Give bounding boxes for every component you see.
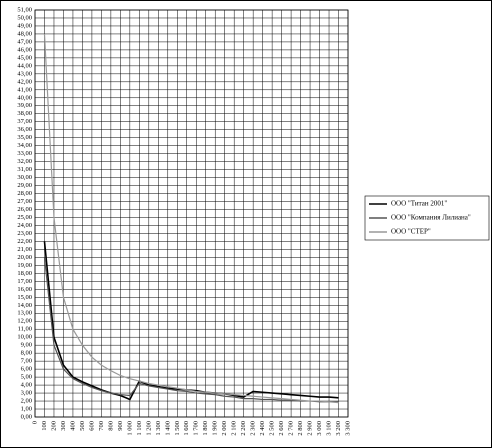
x-tick-label: 3 100: [326, 421, 333, 436]
x-tick-label: 2 200: [240, 421, 247, 436]
x-tick-label: 2 500: [269, 421, 276, 436]
x-tick-label: 2 800: [297, 421, 304, 436]
y-tick-label: 30,00: [17, 174, 32, 181]
x-tick-label: 1 700: [193, 421, 200, 436]
y-tick-label: 47,00: [17, 38, 32, 45]
y-tick-label: 25,00: [17, 214, 32, 221]
x-tick-label: 700: [98, 421, 105, 431]
y-tick-label: 1,00: [21, 406, 32, 413]
y-tick-label: 44,00: [17, 62, 32, 69]
y-tick-label: 22,00: [17, 238, 32, 245]
y-tick-label: 36,00: [17, 126, 32, 133]
x-tick-label: 3 000: [316, 421, 323, 436]
y-tick-label: 12,00: [17, 318, 32, 325]
y-tick-label: 3,00: [21, 390, 32, 397]
y-tick-label: 49,00: [17, 22, 32, 29]
y-tick-label: 41,00: [17, 86, 32, 93]
y-tick-label: 37,00: [17, 118, 32, 125]
y-tick-label: 34,00: [17, 142, 32, 149]
y-tick-label: 9,00: [21, 342, 32, 349]
y-tick-label: 18,00: [17, 270, 32, 277]
x-tick-label: 100: [41, 421, 48, 431]
y-tick-label: 15,00: [17, 294, 32, 301]
y-tick-label: 51,00: [17, 6, 32, 13]
legend: ООО "Титан 2001" ООО "Компания Лилиана" ОО…: [364, 195, 490, 241]
x-tick-label: 2 300: [250, 421, 257, 436]
y-tick-label: 6,00: [21, 366, 32, 373]
x-tick-label: 0: [31, 421, 38, 424]
y-tick-label: 21,00: [17, 246, 32, 253]
x-tick-label: 1 000: [126, 421, 133, 436]
y-tick-label: 13,00: [17, 310, 32, 317]
x-tick-label: 300: [60, 421, 67, 431]
y-tick-label: 20,00: [17, 254, 32, 261]
y-tick-label: 40,00: [17, 94, 32, 101]
x-tick-label: 1 500: [174, 421, 181, 436]
plot-area: [34, 9, 349, 418]
y-tick-label: 10,00: [17, 334, 32, 341]
lines: [43, 33, 339, 404]
y-tick-label: 11,00: [18, 326, 32, 333]
y-tick-label: 50,00: [17, 14, 32, 21]
x-tick-label: 2 900: [307, 421, 314, 436]
y-tick-label: 27,00: [17, 198, 32, 205]
legend-label: ООО "Титан 2001": [391, 200, 447, 208]
x-tick-label: 2 700: [288, 421, 295, 436]
y-tick-label: 31,00: [17, 166, 32, 173]
y-tick-label: 48,00: [17, 30, 32, 37]
y-tick-label: 0,00: [21, 413, 32, 420]
x-tick-label: 200: [50, 421, 57, 431]
y-tick-label: 17,00: [17, 278, 32, 285]
y-tick-label: 35,00: [17, 134, 32, 141]
x-tick-label: 1 400: [164, 421, 171, 436]
x-tick-label: 2 600: [278, 421, 285, 436]
x-tick-label: 1 800: [202, 421, 209, 436]
y-tick-label: 7,00: [21, 358, 32, 365]
y-tick-label: 32,00: [17, 158, 32, 165]
y-tick-label: 24,00: [17, 222, 32, 229]
y-tick-label: 38,00: [17, 110, 32, 117]
x-tick-label: 800: [107, 421, 114, 431]
x-tick-label: 400: [69, 421, 76, 431]
y-tick-label: 42,00: [17, 78, 32, 85]
y-tick-label: 26,00: [17, 206, 32, 213]
x-tick-label: 1 600: [183, 421, 190, 436]
x-tick-label: 2 400: [259, 421, 266, 436]
x-tick-label: 1 200: [145, 421, 152, 436]
x-tick-label: 500: [79, 421, 86, 431]
y-tick-label: 29,00: [17, 182, 32, 189]
y-tick-label: 5,00: [21, 374, 32, 381]
y-tick-label: 2,00: [21, 398, 32, 405]
y-tick-label: 46,00: [17, 46, 32, 53]
x-tick-label: 1 300: [155, 421, 162, 436]
grid: 0,001,002,003,004,005,006,007,008,009,00…: [17, 6, 351, 435]
x-tick-label: 1 100: [136, 421, 143, 436]
legend-label: ООО "СТЕР": [391, 228, 431, 236]
x-tick-label: 2 000: [221, 421, 228, 436]
y-tick-label: 43,00: [17, 70, 32, 77]
legend-label: ООО "Компания Лилиана": [391, 214, 471, 222]
y-tick-label: 14,00: [17, 302, 32, 309]
x-tick-label: 2 100: [231, 421, 238, 436]
series-line: [43, 257, 339, 403]
x-tick-label: 600: [88, 421, 95, 431]
x-tick-label: 3 300: [344, 421, 351, 436]
y-tick-label: 23,00: [17, 230, 32, 237]
y-tick-label: 19,00: [17, 262, 32, 269]
x-tick-label: 1 900: [212, 421, 219, 436]
y-tick-label: 45,00: [17, 54, 32, 61]
series-line: [43, 33, 339, 404]
y-tick-label: 16,00: [17, 286, 32, 293]
y-tick-label: 33,00: [17, 150, 32, 157]
y-tick-label: 28,00: [17, 190, 32, 197]
x-tick-label: 3 200: [335, 421, 342, 436]
y-tick-label: 39,00: [17, 102, 32, 109]
x-tick-label: 900: [117, 421, 124, 431]
y-tick-label: 4,00: [21, 382, 32, 389]
y-tick-label: 8,00: [21, 350, 32, 357]
